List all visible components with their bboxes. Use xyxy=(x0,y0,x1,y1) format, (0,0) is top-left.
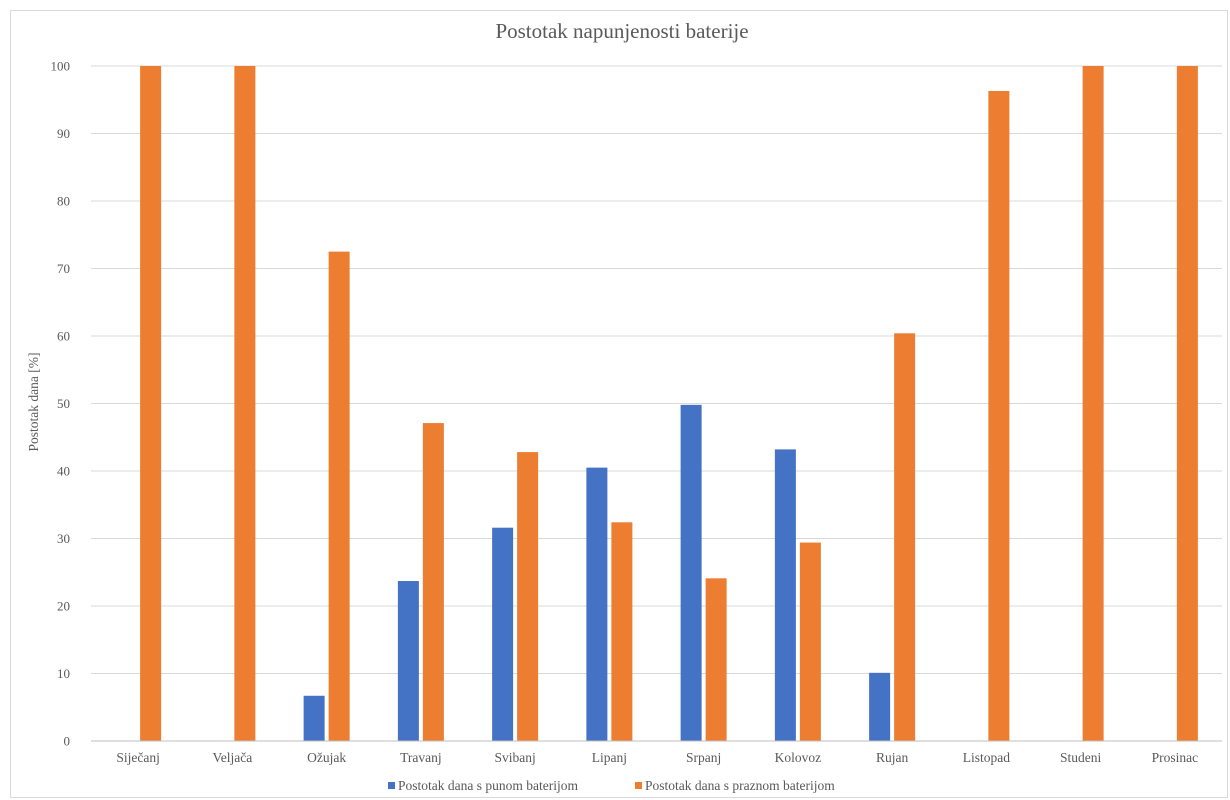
legend: Postotak dana s punom baterijom Postotak … xyxy=(388,778,835,793)
chart-title: Postotak napunjenosti baterije xyxy=(495,19,748,43)
bar-full-5 xyxy=(586,467,608,741)
bar-full-2 xyxy=(303,695,325,741)
y-tick-label: 30 xyxy=(57,531,70,546)
category-label: Listopad xyxy=(963,750,1010,765)
bar-empty-11 xyxy=(1176,66,1198,741)
category-label: Lipanj xyxy=(592,750,627,765)
y-tick-label: 80 xyxy=(57,194,70,209)
y-tick-label: 0 xyxy=(64,734,71,749)
category-label: Kolovoz xyxy=(775,750,822,765)
y-tick-label: 20 xyxy=(57,599,70,614)
category-label: Rujan xyxy=(876,750,908,765)
legend-label: Postotak dana s punom baterijom xyxy=(398,778,578,793)
legend-label: Postotak dana s praznom baterijom xyxy=(645,778,835,793)
bar-empty-10 xyxy=(1082,66,1104,741)
y-tick-label: 100 xyxy=(51,59,71,74)
category-label: Srpanj xyxy=(686,750,721,765)
y-tick-label: 90 xyxy=(57,126,70,141)
category-labels: Siječanj Veljača Ožujak Travanj Svibanj Lipan… xyxy=(116,750,1198,765)
bar-empty-2 xyxy=(328,251,350,741)
category-label: Ožujak xyxy=(307,750,346,765)
y-tick-labels: 0 10 20 30 40 50 60 70 80 90 100 xyxy=(51,59,71,749)
legend-swatch xyxy=(388,782,395,789)
bar-full-6 xyxy=(680,404,702,741)
bar-empty-3 xyxy=(422,423,444,741)
bar-empty-0 xyxy=(140,66,162,741)
bar-empty-7 xyxy=(799,542,821,741)
category-label: Travanj xyxy=(400,750,442,765)
bar-empty-6 xyxy=(705,578,727,741)
y-tick-label: 50 xyxy=(57,396,70,411)
category-label: Svibanj xyxy=(494,750,535,765)
y-tick-label: 40 xyxy=(57,464,70,479)
bar-empty-5 xyxy=(611,522,633,741)
y-tick-label: 70 xyxy=(57,261,70,276)
y-axis-label: Postotak dana [%] xyxy=(26,353,41,452)
bar-full-7 xyxy=(774,449,796,741)
legend-swatch xyxy=(635,782,642,789)
bars xyxy=(140,66,1198,742)
y-tick-label: 60 xyxy=(57,329,70,344)
category-label: Siječanj xyxy=(116,750,160,765)
category-label: Studeni xyxy=(1060,750,1102,765)
bar-empty-8 xyxy=(894,333,916,741)
gridlines xyxy=(91,65,1222,674)
category-label: Veljača xyxy=(213,750,253,765)
category-label: Prosinac xyxy=(1152,750,1199,765)
bar-empty-4 xyxy=(517,452,539,741)
y-tick-label: 10 xyxy=(57,666,70,681)
bar-full-8 xyxy=(869,672,891,741)
bar-full-3 xyxy=(397,581,419,741)
bar-full-4 xyxy=(492,527,514,741)
bar-empty-9 xyxy=(988,90,1010,742)
bar-empty-1 xyxy=(234,66,256,741)
